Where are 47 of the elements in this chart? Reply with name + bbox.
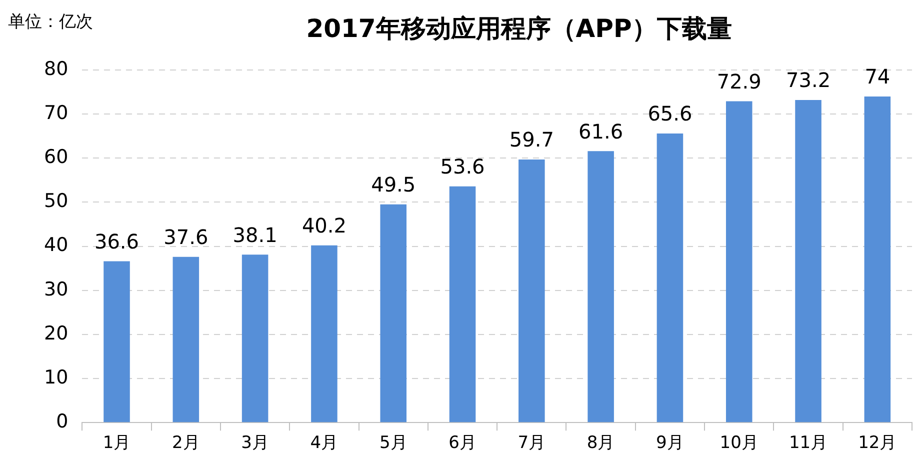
data-label: 49.5 bbox=[371, 172, 416, 197]
y-tick-label: 40 bbox=[44, 234, 68, 256]
x-tick-label: 11月 bbox=[788, 433, 828, 454]
bar bbox=[518, 159, 545, 422]
bar bbox=[311, 245, 338, 422]
x-tick-label: 10月 bbox=[720, 433, 758, 454]
data-label: 37.6 bbox=[164, 225, 208, 250]
x-tick-label: 9月 bbox=[656, 433, 684, 454]
y-tick-label: 80 bbox=[44, 58, 68, 80]
x-tick-label: 4月 bbox=[310, 433, 338, 454]
x-tick-label: 2月 bbox=[172, 433, 200, 454]
x-tick-label: 5月 bbox=[379, 433, 408, 454]
bar bbox=[380, 204, 406, 422]
bar bbox=[588, 151, 614, 422]
x-tick-label: 12月 bbox=[858, 433, 897, 454]
data-label: 74 bbox=[864, 64, 890, 89]
data-label: 40.2 bbox=[302, 214, 346, 238]
y-tick-label: 70 bbox=[44, 102, 68, 124]
bar bbox=[449, 186, 476, 422]
x-tick-label: 8月 bbox=[586, 433, 615, 454]
y-tick-label: 20 bbox=[44, 322, 68, 344]
data-label: 72.9 bbox=[716, 69, 762, 94]
data-label: 36.6 bbox=[94, 229, 140, 254]
y-tick-label: 0 bbox=[56, 410, 68, 433]
data-label: 65.6 bbox=[648, 102, 692, 126]
bar bbox=[864, 96, 891, 422]
y-tick-label: 30 bbox=[44, 278, 68, 300]
y-tick-label: 60 bbox=[44, 146, 68, 168]
bar bbox=[242, 254, 268, 422]
bar bbox=[795, 100, 822, 422]
bar bbox=[104, 261, 130, 422]
data-label: 73.2 bbox=[786, 68, 831, 92]
bar bbox=[726, 101, 752, 422]
data-label: 61.6 bbox=[578, 119, 624, 144]
x-tick-label: 6月 bbox=[448, 433, 476, 454]
data-label: 53.6 bbox=[440, 154, 485, 179]
chart-title: 2017年移动应用程序（APP）下载量 bbox=[305, 13, 733, 45]
x-tick-label: 3月 bbox=[241, 433, 269, 454]
x-tick-label: 7月 bbox=[518, 433, 546, 454]
bar bbox=[656, 133, 684, 422]
text: 单位：亿次 bbox=[8, 11, 93, 33]
x-tick-label: 1月 bbox=[102, 433, 131, 454]
data-label: 38.1 bbox=[232, 222, 278, 247]
y-tick-label: 50 bbox=[44, 190, 68, 212]
bar bbox=[172, 256, 200, 422]
y-tick-label: 10 bbox=[44, 366, 68, 388]
data-label: 59.7 bbox=[509, 128, 554, 152]
